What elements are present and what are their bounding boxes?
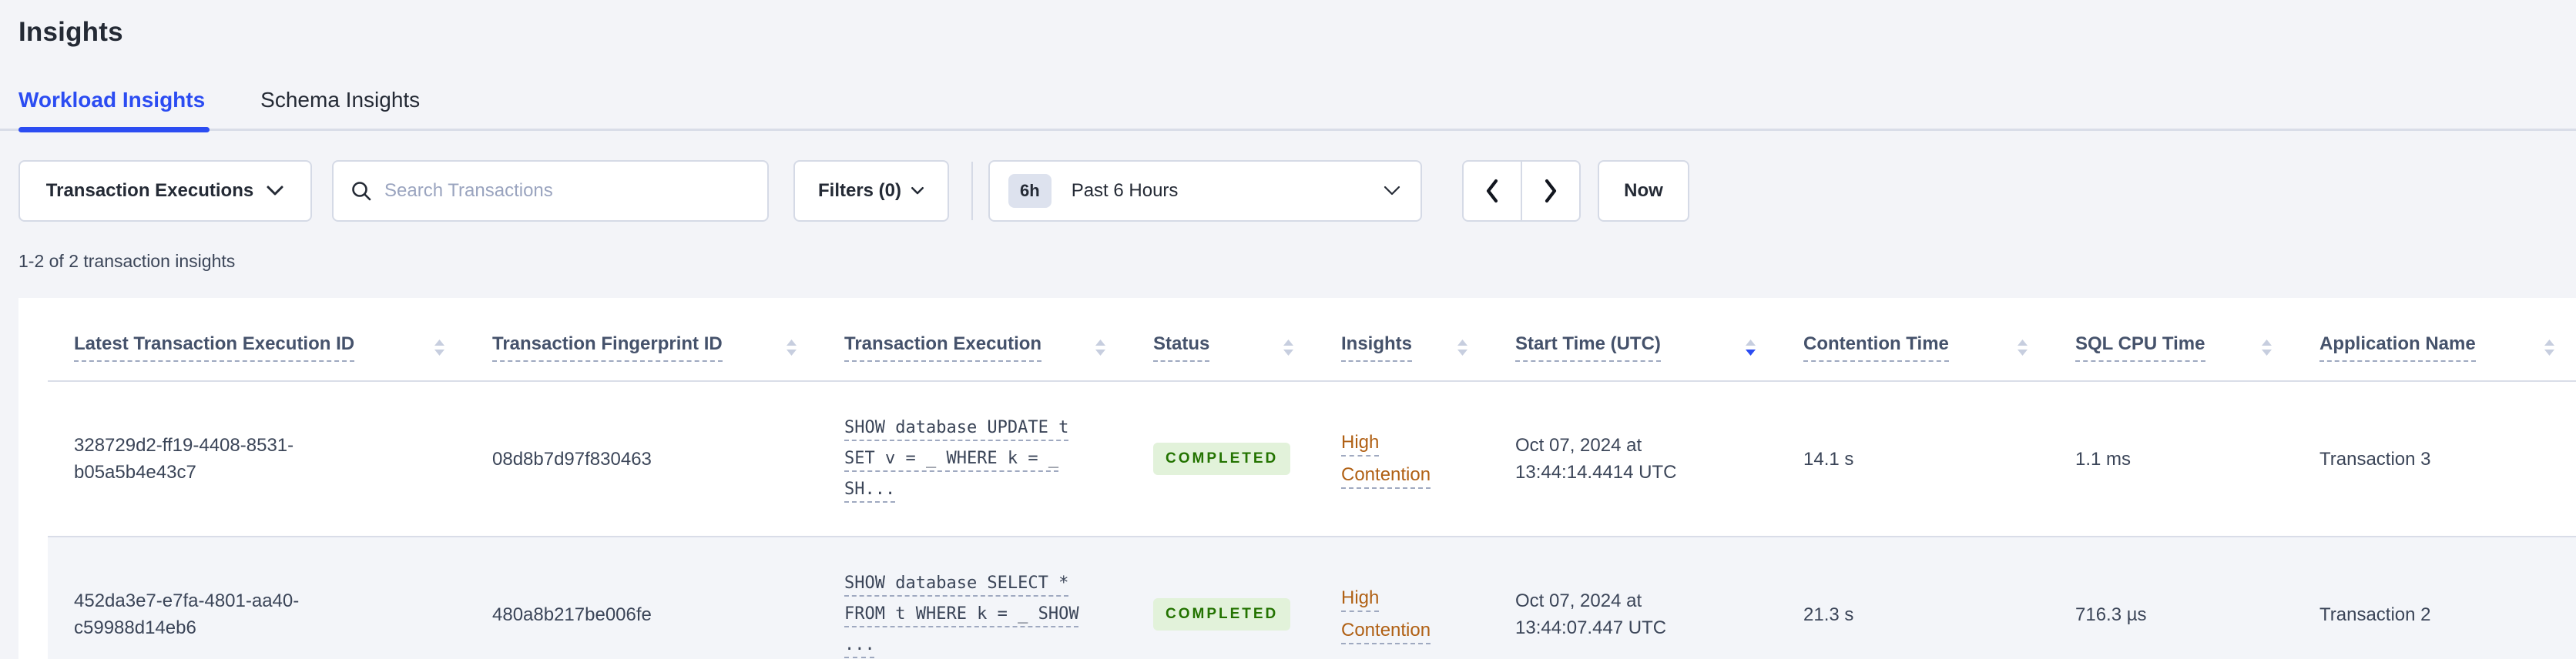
toolbar: Transaction Executions Filters (0) 6h Pa… <box>18 160 2576 222</box>
chevron-down-icon <box>267 186 283 196</box>
cell-insights: High Contention <box>1315 381 1489 537</box>
tab-schema-insights[interactable]: Schema Insights <box>260 88 421 112</box>
cell-sql-cpu-time: 1.1 ms <box>2075 448 2132 470</box>
chevron-down-icon <box>1384 186 1400 196</box>
page-title: Insights <box>18 17 123 47</box>
table-row: 328729d2-ff19-4408-8531- b05a5b4e43c7 08… <box>48 381 2576 537</box>
time-prev-button[interactable] <box>1462 160 1522 222</box>
sort-icon <box>2018 339 2028 356</box>
time-range-label: Past 6 Hours <box>1071 180 1179 201</box>
cell-start-time: Oct 07, 2024 at 13:44:14.4414 UTC <box>1515 435 1677 483</box>
insight-link[interactable]: High Contention <box>1341 432 1431 485</box>
sort-icon <box>1457 339 1467 356</box>
cell-application-name: Transaction 2 <box>2293 536 2576 659</box>
table-row: 452da3e7-e7fa-4801-aa40- c59988d14eb6 48… <box>48 536 2576 659</box>
column-header-fingerprint-id[interactable]: Transaction Fingerprint ID <box>466 298 818 382</box>
column-header-transaction-execution[interactable]: Transaction Execution <box>818 298 1127 382</box>
sort-icon <box>2544 339 2554 356</box>
search-input[interactable] <box>384 180 750 202</box>
column-header-start-time[interactable]: Start Time (UTC) <box>1489 298 1777 382</box>
tab-workload-insights[interactable]: Workload Insights <box>18 88 210 132</box>
sort-icon <box>787 339 797 356</box>
filters-button[interactable]: Filters (0) <box>793 160 949 222</box>
now-button[interactable]: Now <box>1598 160 1689 222</box>
chevron-right-icon <box>1545 179 1557 203</box>
chevron-left-icon <box>1486 179 1498 203</box>
column-header-status[interactable]: Status <box>1127 298 1315 382</box>
cell-application-name: Transaction 3 <box>2319 448 2431 470</box>
toolbar-divider <box>971 162 973 220</box>
filters-button-label: Filters (0) <box>817 180 902 201</box>
cell-contention-time: 14.1 s <box>1803 448 1854 470</box>
cell-transaction-execution: SHOW database SELECT * FROM t WHERE k = … <box>818 536 1127 659</box>
insight-type-select-label: Transaction Executions <box>45 180 254 201</box>
time-next-button[interactable] <box>1521 160 1581 222</box>
cell-status: COMPLETED <box>1127 381 1315 537</box>
column-header-sql-cpu-time[interactable]: SQL CPU Time <box>2049 298 2293 382</box>
tab-bar: Workload Insights Schema Insights <box>0 88 2576 132</box>
status-badge: COMPLETED <box>1153 442 1291 476</box>
time-range-picker[interactable]: 6h Past 6 Hours <box>988 160 1422 222</box>
transaction-insights-table: Latest Transaction Execution ID Transact… <box>48 298 2576 659</box>
cell-fingerprint-id: 480a8b217be006fe <box>466 536 818 659</box>
results-summary: 1-2 of 2 transaction insights <box>18 251 236 271</box>
insights-table-card: Latest Transaction Execution ID Transact… <box>18 298 2576 659</box>
cell-status: COMPLETED <box>1127 536 1315 659</box>
column-header-execution-id[interactable]: Latest Transaction Execution ID <box>48 298 466 382</box>
cell-start-time: Oct 07, 2024 at 13:44:07.447 UTC <box>1489 536 1777 659</box>
sort-icon <box>2262 339 2272 356</box>
cell-insights: High Contention <box>1315 536 1489 659</box>
time-window-badge: 6h <box>1008 174 1052 208</box>
cell-fingerprint-id: 08d8b7d97f830463 <box>492 448 652 470</box>
insight-type-select[interactable]: Transaction Executions <box>18 160 312 222</box>
statement-link[interactable]: SHOW database SELECT * FROM t WHERE k = … <box>844 574 1079 654</box>
time-nav-group <box>1462 160 1581 222</box>
search-box[interactable] <box>332 160 769 222</box>
insight-link[interactable]: High Contention <box>1341 587 1431 641</box>
statement-link[interactable]: SHOW database UPDATE t SET v = _ WHERE k… <box>844 418 1069 499</box>
sort-icon <box>434 339 444 356</box>
column-header-application-name[interactable]: Application Name <box>2293 298 2576 382</box>
status-badge: COMPLETED <box>1153 597 1291 631</box>
cell-sql-cpu-time: 716.3 µs <box>2049 536 2293 659</box>
sort-icon-active-desc <box>1746 339 1756 356</box>
column-header-contention-time[interactable]: Contention Time <box>1777 298 2049 382</box>
chevron-down-icon <box>911 186 924 195</box>
cell-execution-id: 328729d2-ff19-4408-8531- b05a5b4e43c7 <box>74 435 294 483</box>
cell-contention-time: 21.3 s <box>1777 536 2049 659</box>
sort-icon <box>1283 339 1293 356</box>
sort-icon <box>1095 339 1105 356</box>
cell-execution-id: 452da3e7-e7fa-4801-aa40- c59988d14eb6 <box>48 536 466 659</box>
cell-transaction-execution: SHOW database UPDATE t SET v = _ WHERE k… <box>818 381 1127 537</box>
search-icon <box>352 182 371 201</box>
table-header-row: Latest Transaction Execution ID Transact… <box>48 298 2576 382</box>
column-header-insights[interactable]: Insights <box>1315 298 1489 382</box>
